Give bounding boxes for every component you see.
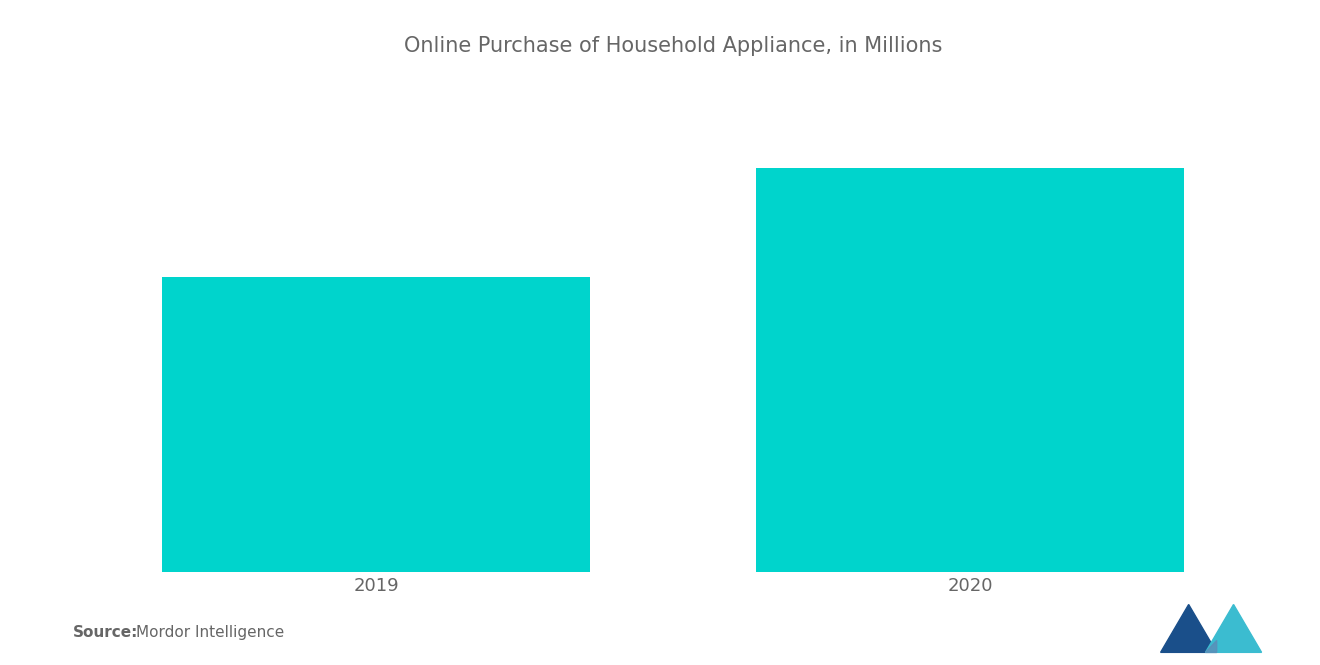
Bar [756, 168, 1184, 572]
Title: Online Purchase of Household Appliance, in Millions: Online Purchase of Household Appliance, … [404, 36, 942, 56]
Text: Mordor Intelligence: Mordor Intelligence [136, 624, 284, 640]
Text: Source:: Source: [73, 624, 139, 640]
Polygon shape [1205, 640, 1217, 652]
Polygon shape [1160, 604, 1217, 652]
Bar [162, 277, 590, 572]
Polygon shape [1205, 604, 1262, 652]
